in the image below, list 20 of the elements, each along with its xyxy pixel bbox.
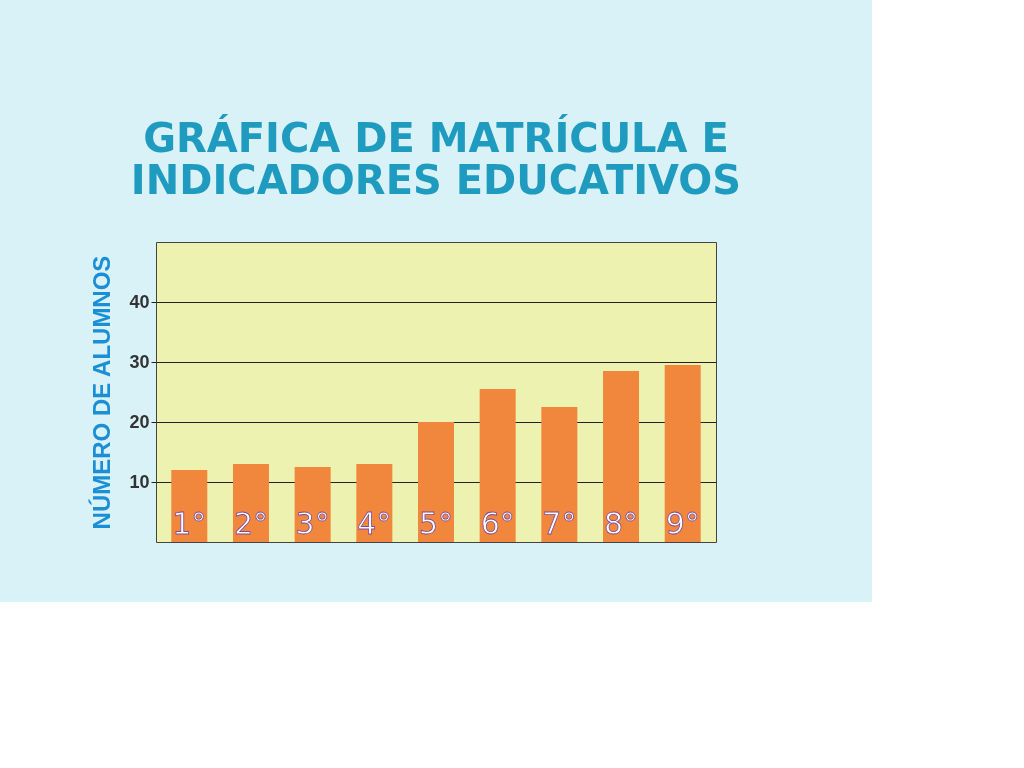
bar: [541, 407, 578, 542]
y-tick-label: 10: [129, 471, 150, 492]
x-tick-label: 4°: [357, 506, 392, 541]
x-tick-label: 3°: [295, 506, 330, 541]
bar: [479, 389, 516, 542]
x-tick-label: 7°: [542, 506, 577, 541]
y-tick-label: 20: [129, 411, 150, 432]
bar: [171, 470, 208, 542]
y-axis-title: NÚMERO DE ALUMNOS: [88, 255, 116, 530]
x-tick-label: 8°: [603, 506, 639, 541]
y-tick-label: 40: [129, 291, 150, 312]
x-tick-label: 1°: [172, 506, 207, 541]
x-tick-label: 6°: [480, 506, 515, 541]
x-tick-label: 5°: [418, 506, 454, 541]
bar: [603, 371, 640, 542]
bar: [418, 422, 454, 542]
x-tick-label: 9°: [665, 506, 700, 541]
y-tick-label: 30: [129, 351, 150, 372]
bar: [664, 365, 701, 542]
x-tick-label: 2°: [233, 506, 269, 541]
